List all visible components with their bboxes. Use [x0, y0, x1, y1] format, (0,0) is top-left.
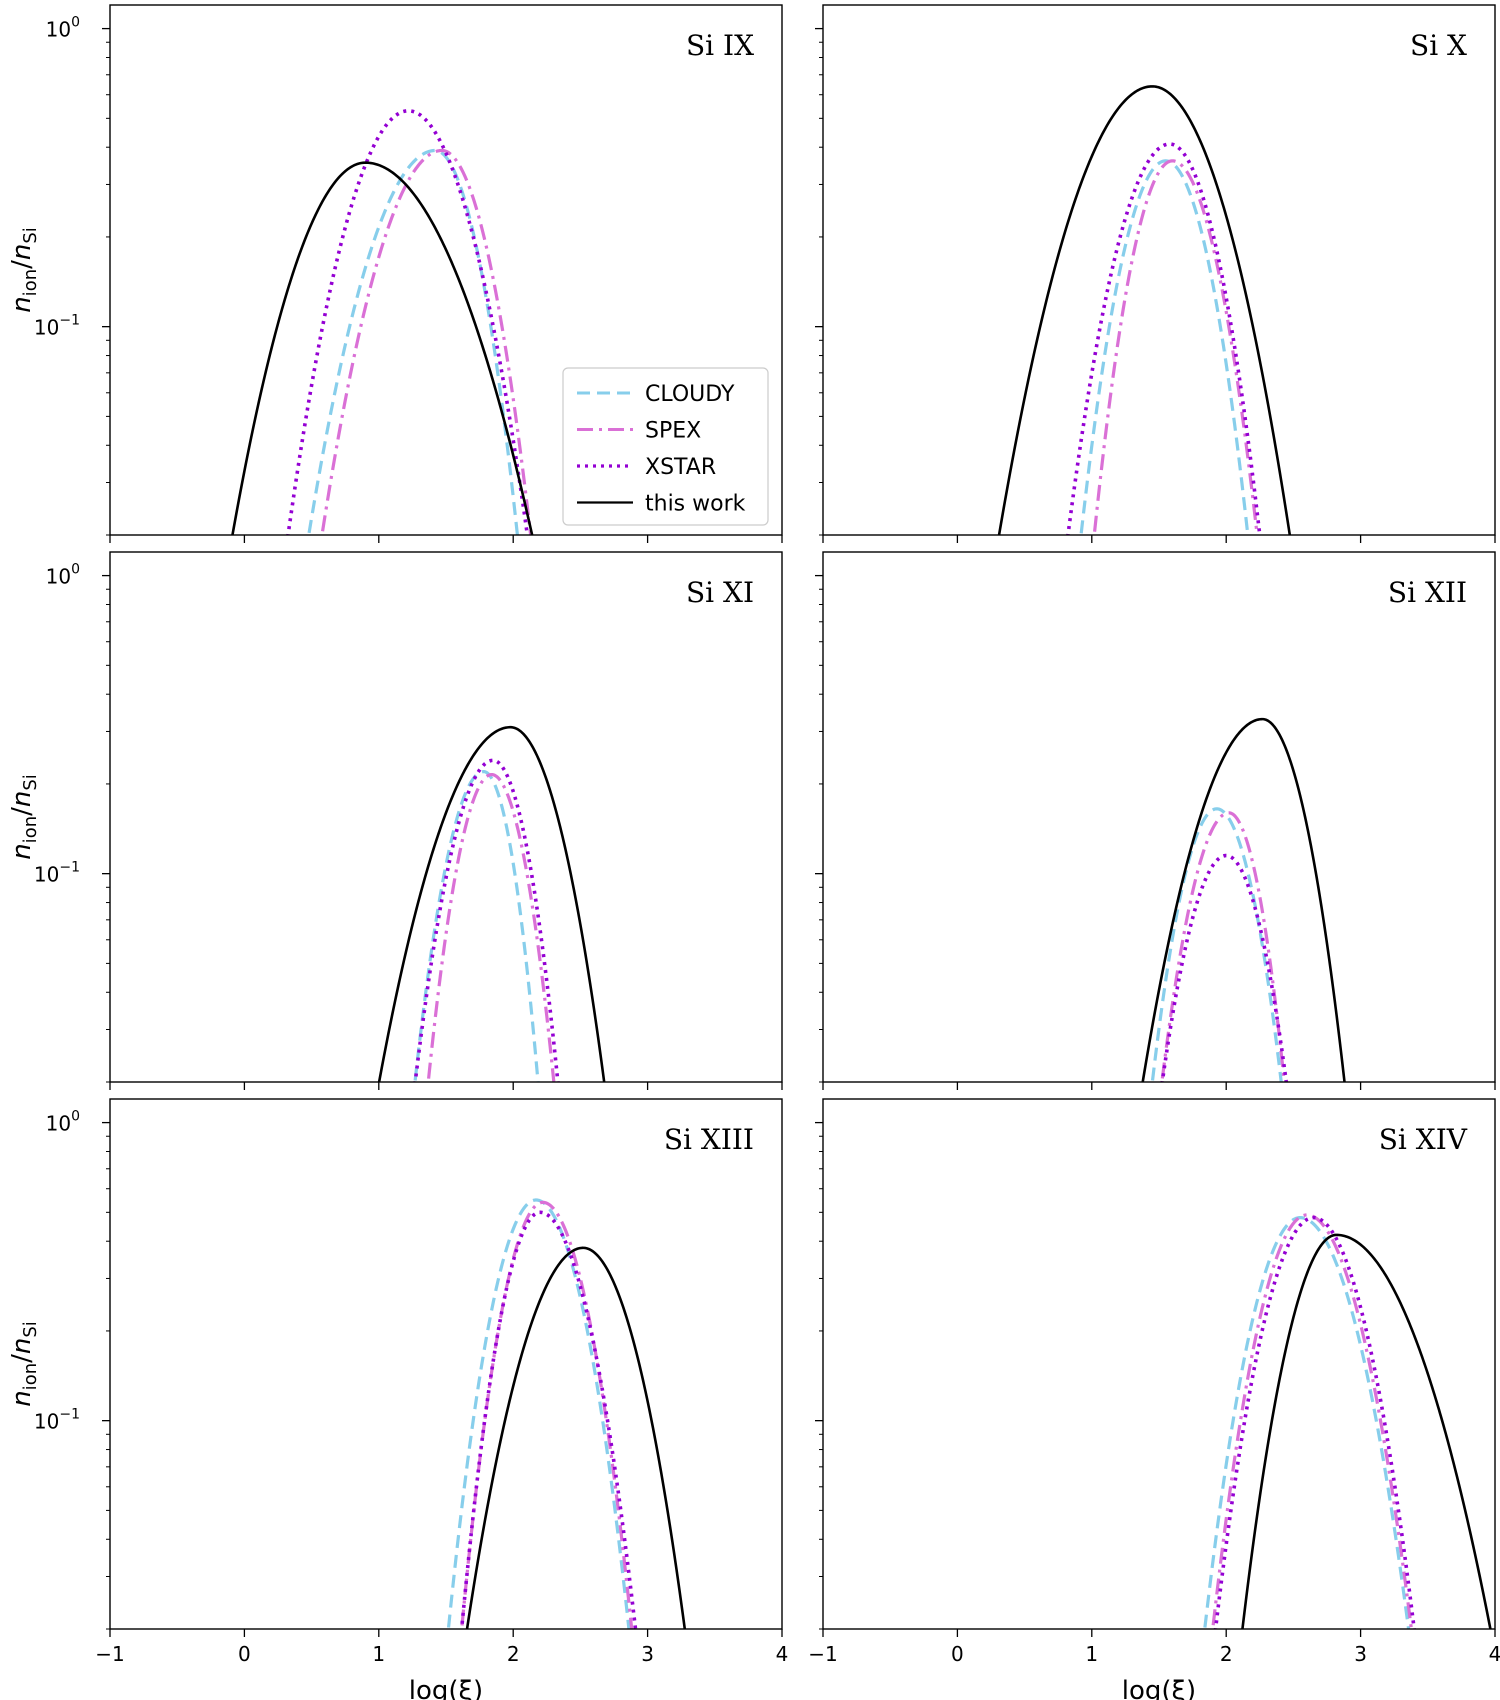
y-tick-label: 100 — [46, 1109, 80, 1136]
series-line-this-work — [1241, 1233, 1492, 1629]
plot-frame — [822, 551, 1496, 1083]
series-line-spex — [426, 772, 556, 1082]
series-line-xstar — [459, 1210, 638, 1629]
series-group — [1203, 1213, 1492, 1629]
plot-frame — [109, 1098, 783, 1630]
panel-title: Si XIV — [1379, 1123, 1468, 1156]
panel-title: Si XII — [1388, 576, 1467, 609]
series-line-cloudy — [307, 148, 520, 535]
x-tick-label: 2 — [1220, 1642, 1233, 1666]
panel-si-ix: 100 10−1 Si IX nion/nSi CLOUDY SPEX XSTAR this … — [7, 4, 783, 543]
series-line-this-work — [465, 1246, 687, 1629]
panel-si-xi: 100 10−1 Si XI nion/nSi — [7, 551, 783, 1090]
panel-si-xii: Si XII — [815, 551, 1496, 1090]
panel-title: Si XIII — [664, 1123, 754, 1156]
legend-label: CLOUDY — [645, 382, 735, 407]
panel-si-x: Si X — [815, 4, 1496, 543]
series-line-spex — [320, 148, 533, 535]
series-line-cloudy — [1150, 807, 1283, 1082]
series-line-this-work — [377, 725, 606, 1082]
x-axis-label: log(ξ) — [1122, 1676, 1196, 1700]
x-tick-label: 1 — [372, 1642, 385, 1666]
series-line-spex — [460, 1200, 634, 1629]
panel-title: Si IX — [686, 29, 754, 62]
legend-label: this work — [645, 492, 746, 517]
series-group — [377, 725, 606, 1082]
legend: CLOUDY SPEX XSTAR this work — [562, 367, 769, 526]
series-line-cloudy — [1203, 1216, 1411, 1629]
series-line-spex — [1211, 1213, 1414, 1629]
y-axis-label: nion/nSi — [7, 1321, 41, 1407]
y-axis-label: nion/nSi — [7, 227, 41, 313]
x-axis-label: log(ξ) — [409, 1676, 483, 1700]
x-tick-label: 4 — [1489, 1642, 1500, 1666]
plot-frame — [109, 551, 783, 1083]
panel-si-xiii: −1 0 1 2 3 4 100 10−1 Si XIII nion/nSi log(ξ) — [7, 1098, 789, 1700]
series-group — [231, 108, 534, 535]
y-tick-label: 100 — [46, 15, 80, 42]
series-line-xstar — [413, 758, 560, 1082]
y-tick-label: 10−1 — [34, 1407, 80, 1434]
x-tick-label: −1 — [95, 1642, 124, 1666]
series-line-xstar — [1160, 853, 1289, 1082]
panel-si-xiv: −1 0 1 2 3 4 Si XIV log(ξ) — [808, 1098, 1500, 1700]
x-tick-label: 3 — [1354, 1642, 1367, 1666]
series-line-this-work — [231, 161, 534, 535]
series-line-spex — [1092, 159, 1259, 535]
y-tick-label: 100 — [46, 562, 80, 589]
x-tick-label: 4 — [776, 1642, 789, 1666]
series-line-cloudy — [413, 770, 540, 1082]
x-tick-label: 2 — [507, 1642, 520, 1666]
legend-label: SPEX — [645, 419, 701, 444]
series-line-this-work — [997, 85, 1292, 535]
panel-title: Si X — [1410, 29, 1467, 62]
x-tick-label: 0 — [238, 1642, 251, 1666]
y-tick-label: 10−1 — [34, 860, 80, 887]
series-line-cloudy — [446, 1198, 631, 1629]
series-line-cloudy — [1079, 159, 1250, 535]
x-tick-label: 1 — [1085, 1642, 1098, 1666]
plot-frame — [822, 4, 1496, 536]
panel-title: Si XI — [686, 576, 754, 609]
series-line-xstar — [286, 108, 530, 535]
series-group — [1141, 717, 1346, 1082]
legend-frame — [562, 367, 769, 526]
y-axis-label: nion/nSi — [7, 774, 41, 860]
series-line-xstar — [1066, 142, 1262, 535]
series-line-xstar — [1213, 1215, 1416, 1629]
legend-label: XSTAR — [645, 455, 716, 480]
plot-frame — [822, 1098, 1496, 1630]
y-tick-label: 10−1 — [34, 313, 80, 340]
x-tick-label: 3 — [641, 1642, 654, 1666]
series-group — [997, 85, 1292, 535]
series-line-this-work — [1141, 717, 1346, 1082]
x-tick-label: −1 — [808, 1642, 837, 1666]
plot-frame — [109, 4, 783, 536]
x-tick-label: 0 — [951, 1642, 964, 1666]
series-group — [446, 1198, 687, 1629]
